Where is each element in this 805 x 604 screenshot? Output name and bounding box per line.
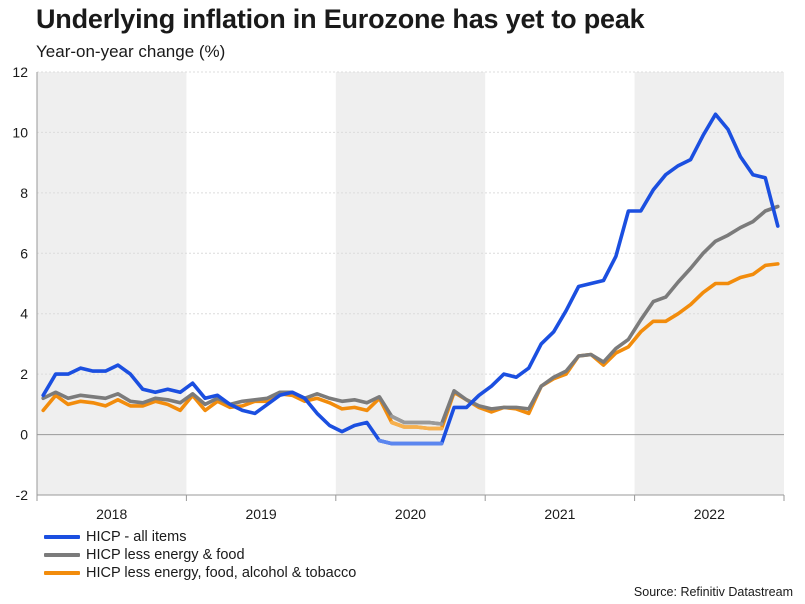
x-tick-label-2020: 2020 — [395, 506, 426, 522]
y-tick-label: 12 — [12, 64, 28, 80]
legend: HICP - all items HICP less energy & food… — [44, 528, 356, 582]
shade-band-2020 — [335, 72, 486, 495]
y-axis-ticks: -2 0 2 4 6 8 10 12 — [12, 64, 28, 503]
y-tick-label: 4 — [20, 306, 28, 322]
legend-label-hicp-all: HICP - all items — [86, 529, 187, 545]
y-tick-label: -2 — [16, 487, 29, 503]
axes — [36, 72, 785, 501]
shade-band-2018 — [37, 72, 187, 495]
chart-subtitle: Year-on-year change (%) — [36, 42, 226, 61]
shade-band-2022 — [634, 72, 784, 495]
x-tick-label-2018: 2018 — [96, 506, 127, 522]
legend-item-hicp-supercore: HICP less energy, food, alcohol & tobacc… — [44, 564, 356, 582]
legend-item-hicp-core: HICP less energy & food — [44, 546, 356, 564]
y-tick-label: 0 — [20, 427, 28, 443]
x-tick-label-2022: 2022 — [694, 506, 725, 522]
x-tick-label-2021: 2021 — [544, 506, 575, 522]
series-lines — [41, 112, 780, 446]
y-tick-label: 6 — [20, 245, 28, 261]
legend-swatch-hicp-core — [44, 553, 80, 557]
y-tick-label: 8 — [20, 185, 28, 201]
legend-swatch-hicp-supercore — [44, 571, 80, 575]
legend-swatch-hicp-all — [44, 535, 80, 539]
y-tick-label: 10 — [12, 124, 28, 140]
legend-item-hicp-all: HICP - all items — [44, 528, 356, 546]
series-line-1-highlight — [390, 414, 444, 426]
x-axis-ticks: 2018 2019 2020 2021 2022 — [96, 506, 725, 522]
y-tick-label: 2 — [20, 366, 28, 382]
series-line-2-highlight — [390, 420, 444, 431]
gridlines — [37, 71, 784, 375]
legend-label-hicp-core: HICP less energy & food — [86, 547, 245, 563]
source-note: Source: Refinitiv Datastream — [633, 585, 793, 599]
x-tick-label-2019: 2019 — [246, 506, 277, 522]
legend-label-hicp-supercore: HICP less energy, food, alcohol & tobacc… — [86, 565, 357, 581]
series-line-0-highlight — [377, 438, 444, 446]
year-shading-bands — [37, 72, 784, 495]
chart-title: Underlying inflation in Eurozone has yet… — [36, 4, 645, 34]
